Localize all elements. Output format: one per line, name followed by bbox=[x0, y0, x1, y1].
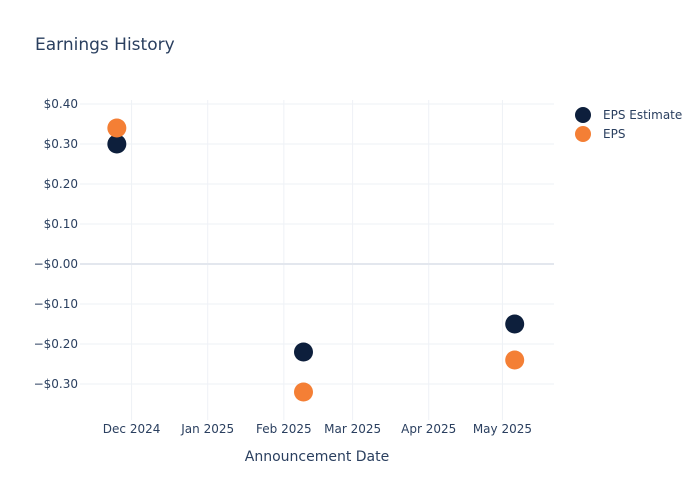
legend-label-eps[interactable]: EPS bbox=[603, 127, 625, 141]
legend-label-eps-estimate[interactable]: EPS Estimate bbox=[603, 108, 682, 122]
legend: EPS Estimate EPS bbox=[575, 107, 682, 142]
y-tick-label: $0.10 bbox=[44, 217, 78, 231]
eps-point[interactable] bbox=[107, 118, 127, 138]
data-points bbox=[107, 118, 525, 402]
y-axis-ticks: $0.40 $0.30 $0.20 $0.10 −$0.00 −$0.10 −$0.20 −$… bbox=[34, 97, 78, 391]
eps-point[interactable] bbox=[505, 350, 525, 370]
y-tick-label: $0.30 bbox=[44, 137, 78, 151]
eps-estimate-point[interactable] bbox=[293, 342, 313, 362]
eps-point[interactable] bbox=[293, 382, 313, 402]
y-tick-label: −$0.10 bbox=[34, 297, 78, 311]
y-tick-label: $0.20 bbox=[44, 177, 78, 191]
legend-marker-eps-estimate[interactable] bbox=[575, 107, 591, 123]
chart-title: Earnings History bbox=[35, 35, 175, 55]
x-tick-label: Mar 2025 bbox=[324, 422, 381, 436]
y-tick-label: −$0.00 bbox=[34, 257, 78, 271]
x-tick-label: Dec 2024 bbox=[103, 422, 161, 436]
x-axis-ticks: Dec 2024 Jan 2025 Feb 2025 Mar 2025 Apr 2025… bbox=[103, 422, 532, 436]
x-axis-title: Announcement Date bbox=[245, 449, 389, 465]
y-tick-label: $0.40 bbox=[44, 97, 78, 111]
y-tick-label: −$0.30 bbox=[34, 377, 78, 391]
x-tick-label: Feb 2025 bbox=[256, 422, 312, 436]
eps-estimate-point[interactable] bbox=[107, 134, 127, 154]
grid bbox=[80, 100, 554, 420]
x-tick-label: Apr 2025 bbox=[401, 422, 456, 436]
legend-marker-eps[interactable] bbox=[575, 126, 591, 142]
x-tick-label: Jan 2025 bbox=[180, 422, 234, 436]
y-tick-label: −$0.20 bbox=[34, 337, 78, 351]
x-tick-label: May 2025 bbox=[473, 422, 532, 436]
eps-estimate-point[interactable] bbox=[505, 314, 525, 334]
